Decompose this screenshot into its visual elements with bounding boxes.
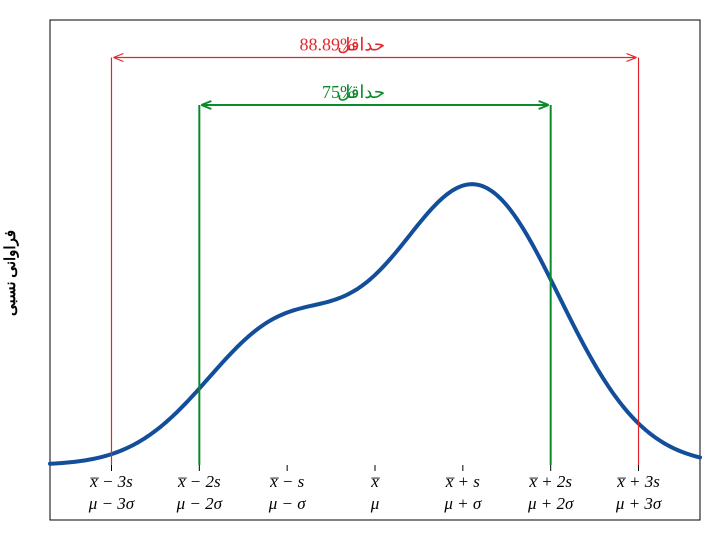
svg-text:x̅ + s: x̅ + s [445, 472, 481, 491]
svg-text:μ − 3σ: μ − 3σ [88, 494, 135, 513]
svg-text:μ + 3σ: μ + 3σ [615, 494, 662, 513]
chebyshev-chart: x̅ − 3s μ − 3σ x̅ − 2s μ − 2σ x̅ − s μ − σ x̅ μ… [40, 10, 710, 530]
svg-text:μ: μ [370, 494, 380, 513]
svg-text:μ − σ: μ − σ [268, 494, 307, 513]
svg-text:x̅ − s: x̅ − s [269, 472, 305, 491]
y-axis-label: فراوانی نسبی [2, 229, 20, 315]
svg-text:x̅ − 2s: x̅ − 2s [177, 472, 221, 491]
svg-text:حداقل: حداقل [337, 35, 385, 55]
svg-text:x̅ + 2s: x̅ + 2s [528, 472, 572, 491]
svg-text:μ + σ: μ + σ [443, 494, 482, 513]
svg-text:حداقل: حداقل [337, 82, 385, 102]
svg-text:μ − 2σ: μ − 2σ [176, 494, 223, 513]
svg-text:μ + 2σ: μ + 2σ [527, 494, 574, 513]
svg-text:x̅ − 3s: x̅ − 3s [89, 472, 133, 491]
svg-text:x̅: x̅ [370, 472, 381, 491]
svg-text:x̅ + 3s: x̅ + 3s [616, 472, 660, 491]
chart-wrapper: فراوانی نسبی x̅ − 3sμ − 3σx̅ − 2sμ − 2σx… [0, 0, 720, 545]
